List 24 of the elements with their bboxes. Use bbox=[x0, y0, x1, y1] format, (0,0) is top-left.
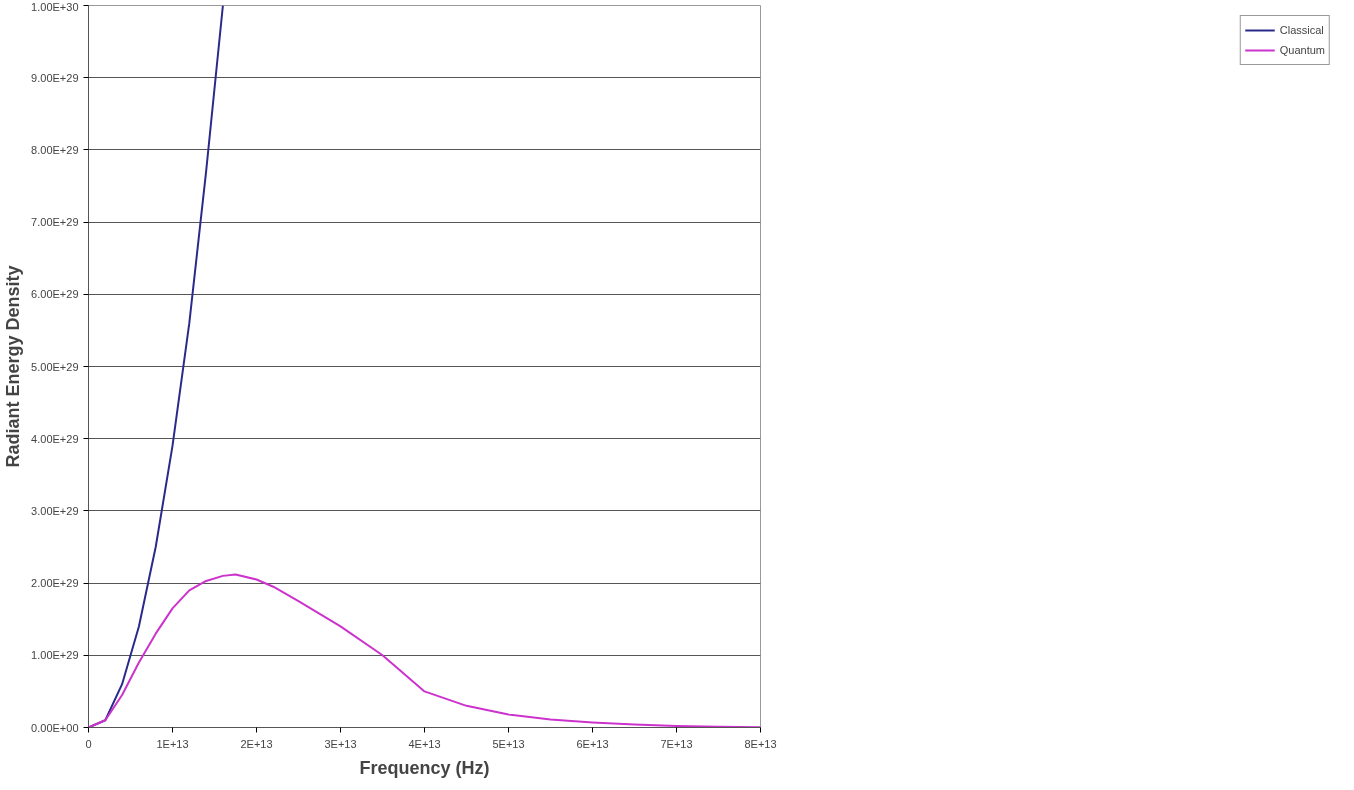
x-tick-label: 3E+13 bbox=[324, 737, 357, 750]
legend-label: Classical bbox=[1279, 24, 1324, 36]
y-tick-label: 0.00E+00 bbox=[31, 721, 79, 734]
x-tick-label: 6E+13 bbox=[576, 737, 609, 750]
y-tick-label: 5.00E+29 bbox=[31, 360, 79, 373]
y-tick-label: 4.00E+29 bbox=[31, 432, 79, 445]
x-tick-label: 1E+13 bbox=[156, 737, 189, 750]
y-tick-label: 1.00E+29 bbox=[31, 649, 79, 662]
y-tick-label: 2.00E+29 bbox=[31, 577, 79, 590]
y-tick-label: 6.00E+29 bbox=[31, 288, 79, 301]
x-tick-label: 2E+13 bbox=[240, 737, 273, 750]
x-tick-label: 4E+13 bbox=[408, 737, 441, 750]
y-tick-label: 8.00E+29 bbox=[31, 143, 79, 156]
x-tick-label: 0 bbox=[85, 737, 92, 750]
x-tick-label: 7E+13 bbox=[660, 737, 693, 750]
y-tick-label: 7.00E+29 bbox=[31, 216, 79, 229]
y-tick-label: 3.00E+29 bbox=[31, 504, 79, 517]
y-axis-title: Radiant Energy Density bbox=[3, 265, 24, 468]
x-axis-title: Frequency (Hz) bbox=[359, 757, 490, 778]
y-tick-label: 1.00E+30 bbox=[31, 0, 79, 13]
x-tick-label: 8E+13 bbox=[744, 737, 777, 750]
x-tick-label: 5E+13 bbox=[492, 737, 525, 750]
y-tick-label: 9.00E+29 bbox=[31, 71, 79, 84]
legend-label: Quantum bbox=[1279, 44, 1325, 56]
